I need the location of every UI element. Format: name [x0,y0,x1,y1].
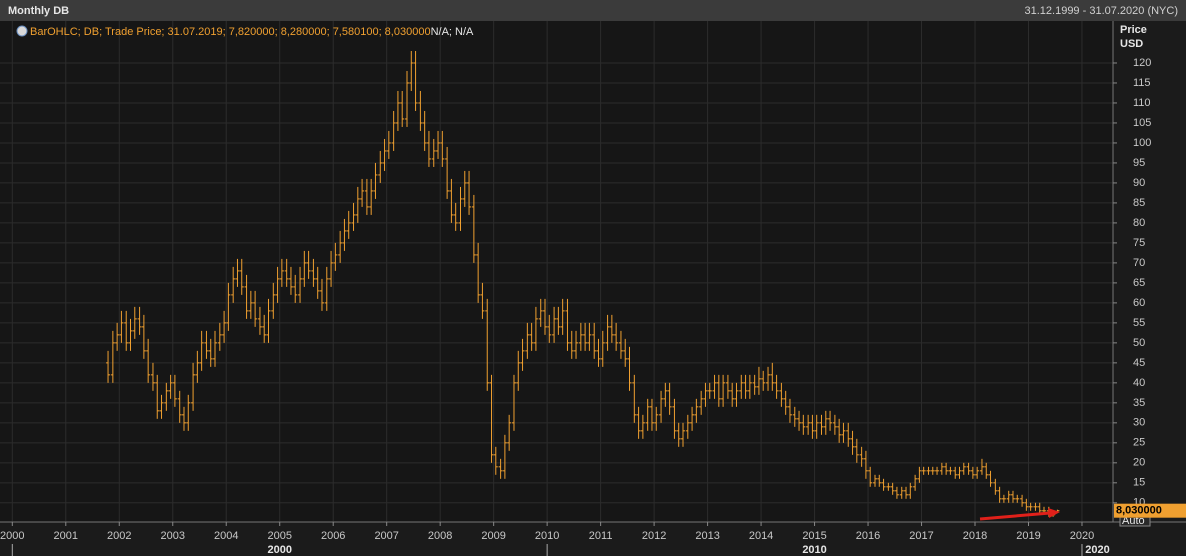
x-tick-label: 2002 [107,530,131,542]
y-tick-label: 105 [1133,117,1151,129]
y-tick-label: 25 [1133,437,1145,449]
x-tick-label: 2016 [856,530,880,542]
y-tick-label: 35 [1133,397,1145,409]
x-tick-label: 2015 [802,530,826,542]
x-tick-label: 2007 [374,530,398,542]
decade-label: 2000 [267,544,291,556]
y-tick-label: 45 [1133,357,1145,369]
legend-status: N/A; N/A [431,26,474,38]
y-tick-label: 110 [1133,97,1151,109]
y-tick-label: 90 [1133,177,1145,189]
y-tick-label: 55 [1133,317,1145,329]
x-tick-label: 2001 [54,530,78,542]
y-tick-label: 40 [1133,377,1145,389]
y-tick-label: 80 [1133,217,1145,229]
plot-area [0,21,1113,522]
y-tick-label: 100 [1133,137,1151,149]
x-tick-label: 2010 [535,530,559,542]
x-tick-label: 2004 [214,530,238,542]
last-price-box [1114,503,1186,518]
y-tick-label: 75 [1133,237,1145,249]
x-tick-label: 2008 [428,530,452,542]
y-tick-label: 65 [1133,277,1145,289]
axes: 1015202530354045505560657075808590951001… [0,57,1186,556]
y-axis-label: Price [1120,24,1147,36]
date-range: 31.12.1999 - 31.07.2020 (NYC) [1025,5,1179,17]
x-tick-label: 2014 [749,530,773,542]
y-tick-label: 95 [1133,157,1145,169]
decade-label: 2010 [802,544,826,556]
legend-text: BarOHLC; DB; Trade Price; 31.07.2019; 7,… [30,26,431,38]
scale-mode[interactable]: Auto [1122,515,1145,527]
x-tick-label: 2000 [0,530,24,542]
x-tick-label: 2011 [589,530,613,542]
annotation-arrowhead [1048,508,1060,518]
y-tick-label: 15 [1133,477,1145,489]
decade-label: 2020 [1085,544,1109,556]
x-tick-label: 2017 [909,530,933,542]
annotation-arrow [979,511,1051,521]
x-tick-label: 2012 [642,530,666,542]
x-tick-label: 2020 [1070,530,1094,542]
x-tick-label: 2005 [267,530,291,542]
chart-title: Monthly DB [8,5,69,17]
x-tick-label: 2013 [695,530,719,542]
y-axis-unit: USD [1120,38,1143,50]
x-tick-label: 2003 [161,530,185,542]
y-tick-label: 60 [1133,297,1145,309]
x-tick-label: 2009 [481,530,505,542]
y-tick-label: 85 [1133,197,1145,209]
bars [106,50,1060,517]
x-tick-label: 2018 [963,530,987,542]
header-bar [0,0,1186,21]
y-tick-label: 30 [1133,417,1145,429]
grid [0,21,1113,522]
y-tick-label: 120 [1133,57,1151,69]
x-tick-label: 2019 [1016,530,1040,542]
legend-icon[interactable] [16,25,28,37]
y-tick-label: 20 [1133,457,1145,469]
last-price-label: 8,030000 [1116,505,1162,517]
y-tick-label: 115 [1133,77,1151,89]
y-tick-label: 50 [1133,337,1145,349]
y-tick-label: 70 [1133,257,1145,269]
x-tick-label: 2006 [321,530,345,542]
